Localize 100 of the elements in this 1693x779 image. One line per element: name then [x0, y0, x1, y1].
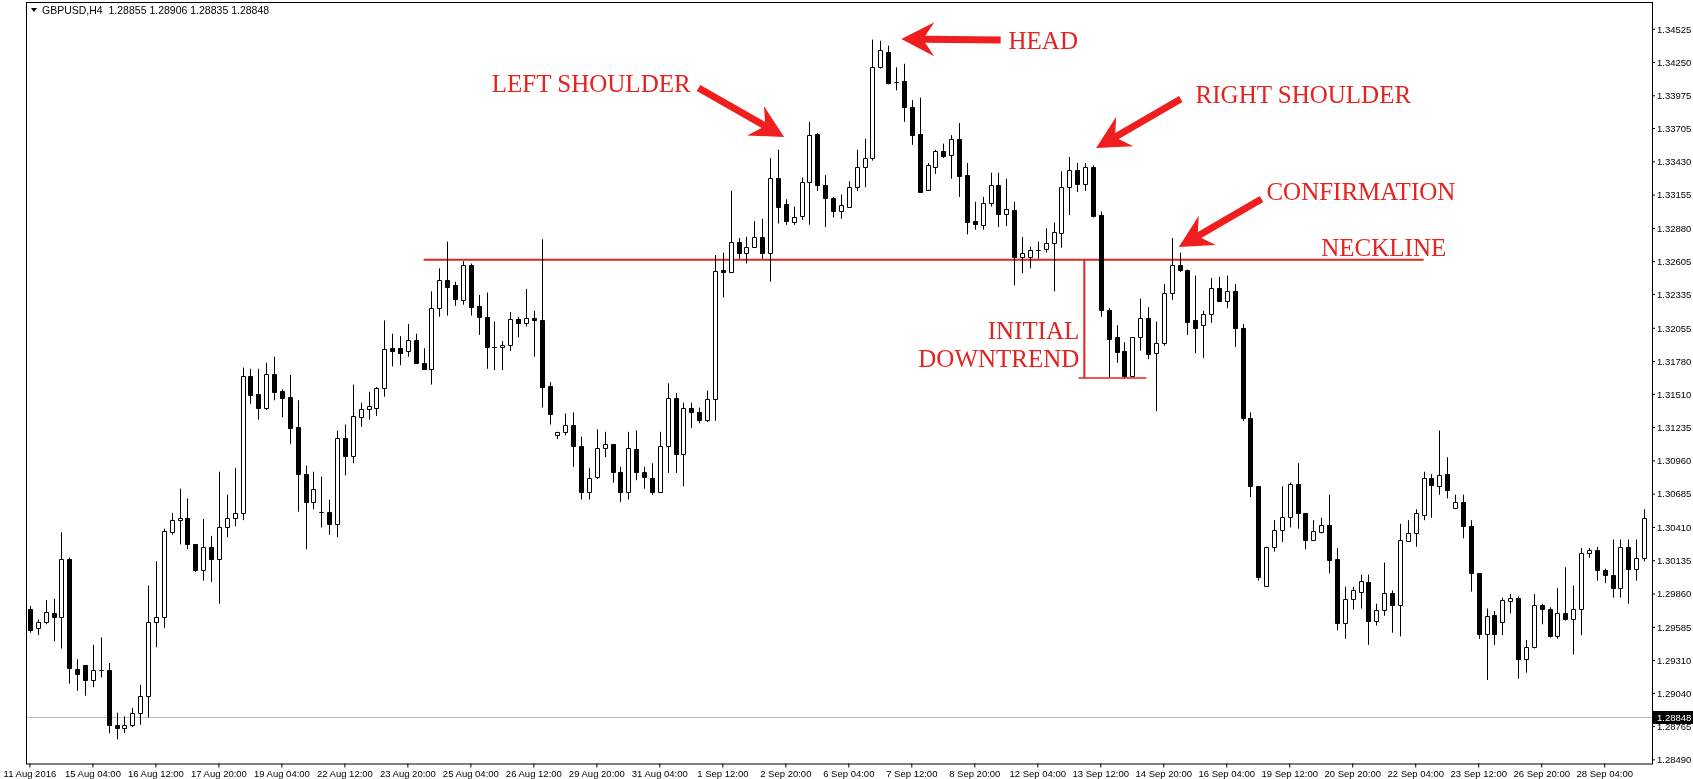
candlestick	[91, 644, 96, 688]
x-tick-label: 26 Sep 20:00	[1513, 767, 1570, 779]
candlestick	[1296, 462, 1301, 530]
candlestick	[1626, 539, 1631, 605]
candlestick	[1327, 494, 1332, 574]
x-tick-label: 12 Sep 04:00	[1009, 767, 1067, 779]
candlestick	[382, 319, 387, 398]
candlestick	[398, 335, 403, 366]
annotation: LEFT SHOULDER	[491, 69, 691, 97]
y-tick-label: 1.32605	[1657, 256, 1692, 268]
candlestick	[445, 241, 450, 317]
y-tick-label: 1.32055	[1657, 322, 1692, 334]
y-tick-label: 1.32880	[1657, 222, 1692, 234]
candlestick	[406, 323, 411, 358]
candlestick	[1264, 546, 1269, 588]
x-tick-label: 23 Aug 20:00	[379, 767, 436, 779]
y-tick-label: 1.29040	[1657, 687, 1692, 699]
candlestick	[154, 560, 159, 648]
x-tick-label: 29 Aug 20:00	[568, 767, 625, 779]
candlestick	[1366, 574, 1371, 646]
chart-title: GBPUSD,H4 1.28855 1.28906 1.28835 1.28848	[42, 4, 270, 16]
y-tick-label: 1.29310	[1657, 654, 1692, 666]
candlestick	[248, 368, 253, 405]
candlestick	[1571, 585, 1576, 656]
candlestick	[296, 399, 301, 513]
candlestick	[256, 368, 261, 421]
candlestick	[894, 66, 899, 91]
candlestick	[768, 157, 773, 283]
candlestick	[1193, 275, 1198, 354]
candlestick	[36, 618, 41, 636]
candlestick	[933, 149, 938, 175]
annotation: HEAD	[1008, 26, 1078, 54]
candlestick	[540, 238, 545, 409]
y-tick-label: 1.33155	[1657, 189, 1692, 201]
candlestick	[729, 190, 734, 273]
candlestick	[233, 467, 238, 527]
candlestick	[548, 381, 553, 426]
y-tick-label: 1.29585	[1657, 621, 1692, 633]
candlestick	[1004, 178, 1009, 227]
candlestick	[563, 413, 568, 436]
candlestick	[1437, 430, 1442, 496]
candlestick	[327, 499, 332, 536]
candlestick	[918, 97, 923, 193]
candlestick	[138, 684, 143, 726]
candlestick	[1052, 221, 1057, 292]
candlestick	[847, 180, 852, 209]
x-tick-label: 31 Aug 04:00	[631, 767, 688, 779]
candlestick	[910, 99, 915, 146]
y-tick-label: 1.30685	[1657, 488, 1692, 500]
candlestick	[800, 177, 805, 221]
candlestick	[1540, 603, 1545, 625]
candlestick	[185, 497, 190, 550]
x-tick-label: 7 Sep 12:00	[886, 767, 938, 779]
candlestick	[1374, 603, 1379, 626]
candlestick	[1185, 269, 1190, 336]
candlestick	[1319, 517, 1324, 534]
y-tick-label: 1.30410	[1657, 521, 1692, 533]
candlestick	[595, 428, 600, 480]
candlestick	[878, 40, 883, 70]
candlestick	[311, 471, 316, 510]
candlestick	[902, 63, 907, 123]
candlestick	[1390, 589, 1395, 634]
candlestick	[1351, 586, 1356, 611]
candlestick	[193, 543, 198, 573]
candlestick	[666, 382, 671, 474]
candlestick	[146, 585, 151, 718]
candlestick	[83, 664, 88, 697]
candlestick	[587, 467, 592, 501]
candlestick	[973, 201, 978, 231]
y-tick-label: 1.33430	[1657, 156, 1692, 168]
candlestick	[1548, 606, 1553, 639]
candlestick	[681, 402, 686, 487]
x-tick-label: 6 Sep 04:00	[823, 767, 875, 779]
x-tick-label: 14 Sep 20:00	[1135, 767, 1193, 779]
candlestick	[949, 134, 954, 180]
candlestick	[957, 122, 962, 198]
candlestick	[170, 512, 175, 536]
candlestick	[75, 658, 80, 692]
candlestick	[807, 121, 812, 226]
candlestick	[815, 132, 820, 192]
candlestick	[1130, 336, 1135, 377]
candlestick	[130, 707, 135, 728]
candlestick	[1178, 252, 1183, 273]
candlestick	[1107, 307, 1112, 378]
candlestick	[52, 598, 57, 642]
x-tick-label: 2 Sep 20:00	[760, 767, 812, 779]
candlestick	[855, 149, 860, 192]
candlestick	[461, 260, 466, 306]
candlestick	[492, 321, 497, 371]
candlestick	[1154, 321, 1159, 412]
candlestick	[217, 471, 222, 605]
candlestick	[1359, 574, 1364, 610]
y-tick-label: 1.34525	[1657, 23, 1692, 35]
candlestick	[1603, 568, 1608, 584]
candlestick	[1083, 162, 1088, 192]
candlestick	[989, 172, 994, 208]
candlestick	[1233, 283, 1238, 348]
candlestick	[1012, 201, 1017, 286]
candlestick	[965, 162, 970, 235]
x-tick-label: 25 Aug 04:00	[442, 767, 499, 779]
